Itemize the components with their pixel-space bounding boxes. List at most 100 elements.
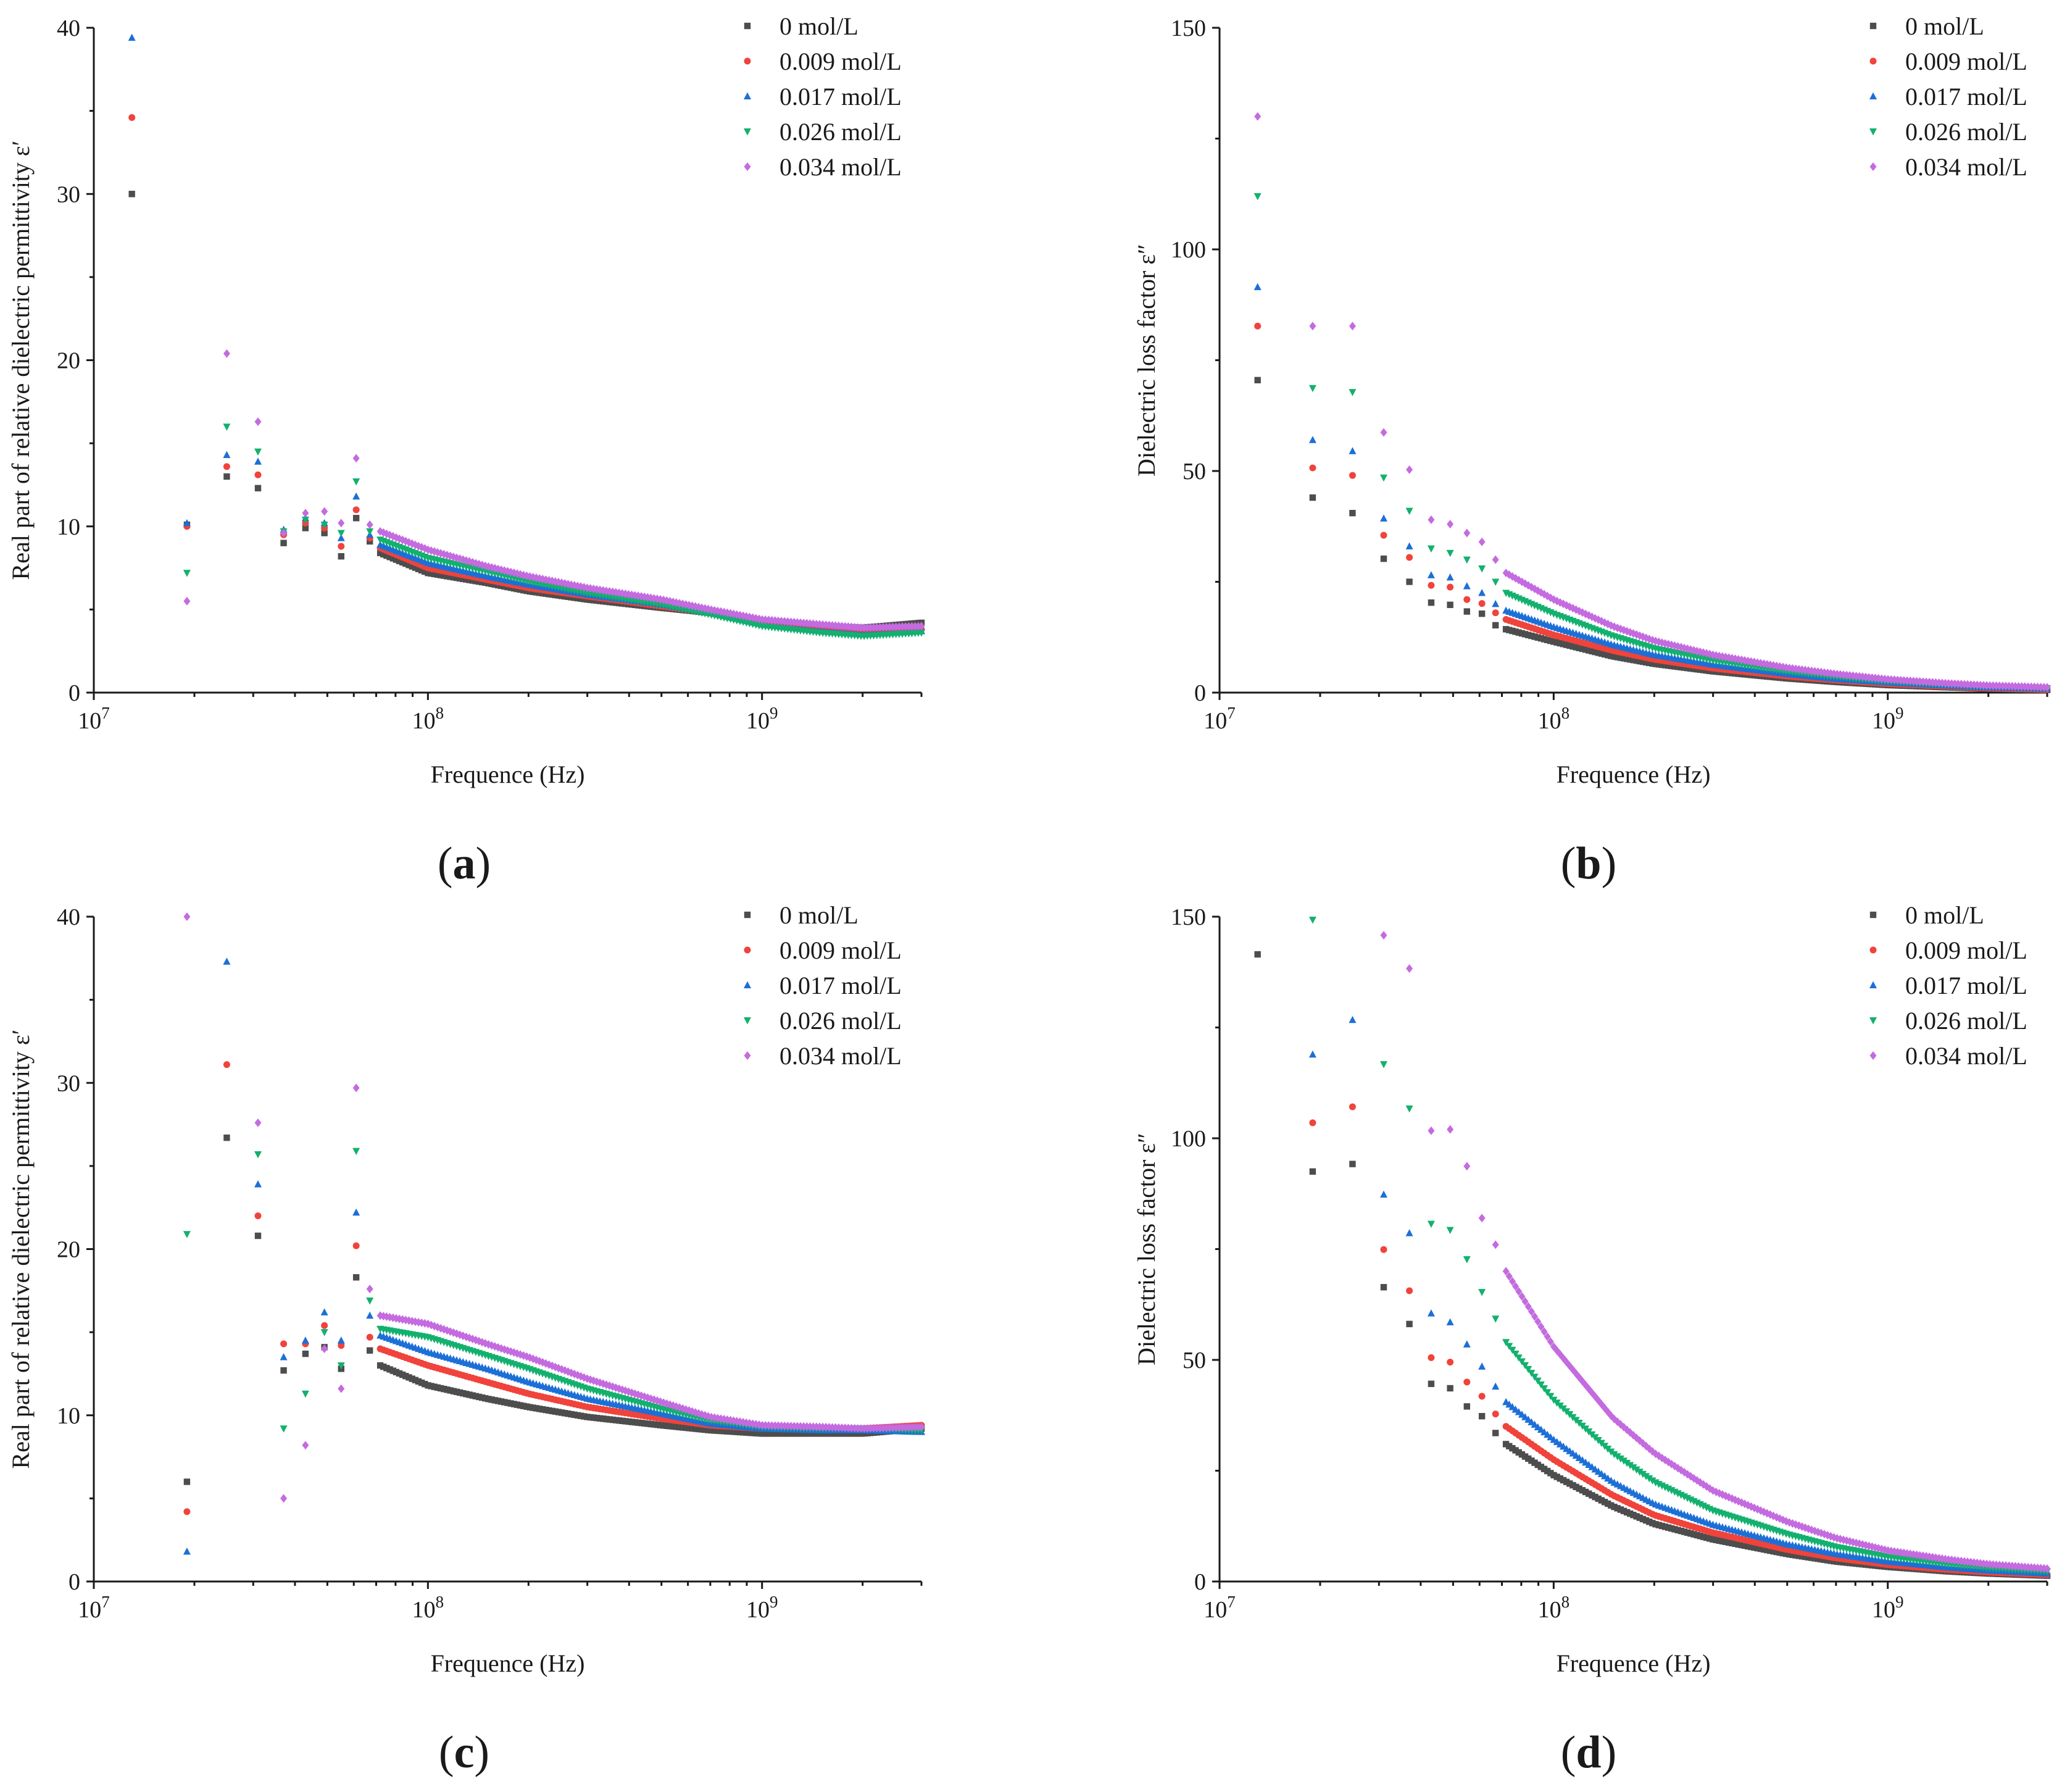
data-point <box>1380 1190 1388 1198</box>
data-point <box>1446 573 1454 581</box>
y-tick-label: 0 <box>1194 680 1206 706</box>
legend-label: 0.034 mol/L <box>779 153 902 181</box>
chart-panel-d: 0 50 100 150 107 108 109 Frequence (Hz) Dielectr… <box>1133 901 2051 1677</box>
legend-marker <box>744 162 751 171</box>
data-point <box>1428 599 1435 606</box>
legend-marker <box>744 911 751 919</box>
data-point <box>128 33 136 41</box>
data-point <box>280 528 288 538</box>
data-point <box>1620 625 1628 635</box>
y-tick-label: 40 <box>57 15 80 41</box>
data-point <box>1642 1473 1650 1480</box>
series-0-mol-l <box>128 191 925 631</box>
data-point <box>223 1134 230 1141</box>
data-point <box>1349 472 1356 479</box>
data-point <box>1254 951 1261 958</box>
y-axis-title: Dielectric loss factor ε″ <box>1133 1133 1160 1365</box>
data-point <box>1478 1393 1486 1400</box>
data-point <box>280 1353 288 1361</box>
data-point <box>352 515 360 522</box>
data-point <box>1463 596 1471 603</box>
data-point <box>337 530 345 538</box>
legend-label: 0.017 mol/L <box>1905 972 2027 999</box>
data-point <box>223 473 230 480</box>
data-point <box>1428 1126 1435 1135</box>
data-point <box>302 525 309 531</box>
data-point <box>280 1340 288 1348</box>
legend-label: 0.017 mol/L <box>1905 83 2027 110</box>
data-point <box>1254 112 1262 121</box>
data-point <box>1380 1061 1388 1069</box>
x-tick-label: 109 <box>746 704 778 734</box>
legend-marker <box>744 92 751 99</box>
x-tick-label: 108 <box>412 704 444 734</box>
data-point <box>1406 554 1413 561</box>
data-point <box>183 1231 191 1238</box>
data-point <box>352 1083 360 1093</box>
data-point <box>1446 1318 1454 1325</box>
legend-marker <box>1869 22 1877 30</box>
data-point <box>128 114 136 121</box>
data-point <box>1428 581 1435 589</box>
data-point <box>337 534 345 541</box>
legend: 0 mol/L 0.009 mol/L 0.017 mol/L 0.026 mol/L… <box>744 901 902 1070</box>
data-point <box>183 519 191 527</box>
data-point <box>280 540 287 546</box>
x-axis-title: Frequence (Hz) <box>1557 1649 1711 1677</box>
data-point <box>1254 377 1261 384</box>
series-0-009-mol-l <box>128 114 925 636</box>
y-tick-label: 10 <box>57 514 80 540</box>
series-0-026-mol-l <box>1253 193 2051 693</box>
data-point <box>1463 1340 1471 1348</box>
panel-label: (d) <box>1561 1727 1616 1778</box>
legend-label: 0.009 mol/L <box>779 936 902 964</box>
panel-label: (c) <box>439 1727 489 1778</box>
data-point <box>1616 1455 1624 1463</box>
data-point <box>1478 1362 1486 1370</box>
panel-label: (b) <box>1561 838 1616 889</box>
data-point <box>1492 1430 1499 1436</box>
data-point <box>254 457 262 465</box>
data-point <box>1492 1411 1499 1418</box>
data-point <box>1521 1297 1529 1306</box>
legend-marker <box>1869 92 1877 99</box>
y-tick-label: 0 <box>1194 1569 1206 1595</box>
data-point <box>1613 1453 1621 1461</box>
data-point <box>1632 1466 1640 1474</box>
data-point <box>352 1148 360 1156</box>
data-point <box>1308 385 1316 393</box>
legend-label: 0.026 mol/L <box>1905 1007 2027 1035</box>
x-axis-title: Frequence (Hz) <box>1557 761 1711 788</box>
data-point <box>1447 1359 1454 1366</box>
data-point <box>301 516 309 524</box>
data-point <box>1478 565 1486 573</box>
data-point <box>223 1061 230 1069</box>
y-tick-label: 0 <box>69 1569 80 1595</box>
legend-label: 0 mol/L <box>1905 901 1984 929</box>
data-point <box>223 451 231 458</box>
legend-marker <box>744 981 751 988</box>
data-point <box>1380 555 1387 562</box>
data-point <box>1309 494 1316 501</box>
legend-label: 0.017 mol/L <box>779 972 902 999</box>
data-point <box>366 1311 374 1319</box>
data-point <box>1636 1469 1644 1476</box>
data-point <box>1309 322 1316 331</box>
data-point <box>1645 1475 1653 1483</box>
data-point <box>1492 1382 1500 1390</box>
legend-marker <box>744 1051 751 1060</box>
x-axis-title: Frequence (Hz) <box>431 761 585 788</box>
data-point <box>1648 1477 1657 1485</box>
data-point <box>1610 1451 1618 1459</box>
data-point <box>1447 583 1454 591</box>
data-point <box>1463 556 1471 564</box>
data-point <box>128 191 135 198</box>
legend-label: 0.009 mol/L <box>1905 936 2027 964</box>
y-tick-label: 100 <box>1171 237 1206 263</box>
data-point <box>918 622 925 631</box>
legend-label: 0.026 mol/L <box>1905 118 2027 146</box>
data-point <box>254 1232 262 1240</box>
data-point <box>183 1508 191 1515</box>
data-point <box>1380 931 1387 940</box>
data-point <box>338 1342 345 1349</box>
